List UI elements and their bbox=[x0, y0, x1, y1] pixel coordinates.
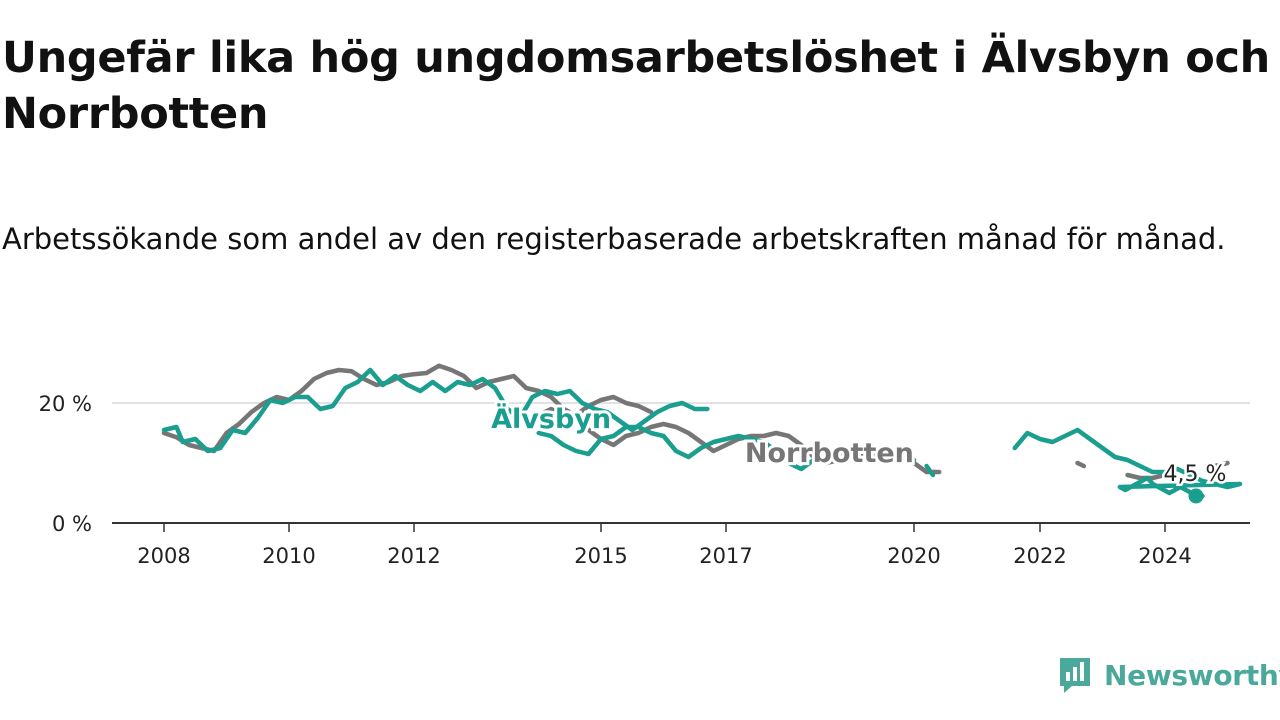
chart-subtitle: Arbetssökande som andel av den registerb… bbox=[2, 222, 1226, 256]
series-line-norrbotten bbox=[1212, 460, 1230, 469]
newsworthy-logo-icon bbox=[1060, 658, 1090, 693]
end-value-label: 4,5 % bbox=[1164, 462, 1227, 487]
x-tick-label: 2008 bbox=[137, 544, 190, 568]
series-line-norrbotten bbox=[161, 363, 654, 454]
end-point-marker bbox=[1188, 488, 1204, 504]
x-tick-label: 2020 bbox=[887, 544, 940, 568]
series-line-älvsbyn bbox=[1012, 427, 1243, 499]
series-label-norrbotten: Norrbotten bbox=[745, 438, 914, 469]
y-tick-label: 0 % bbox=[52, 512, 92, 536]
x-tick-label: 2012 bbox=[387, 544, 440, 568]
series-labels: Norrbotten Älvsbyn 4,5 % bbox=[488, 400, 1229, 504]
x-axis: 2008 2010 2012 2015 2017 2020 2022 2024 bbox=[112, 522, 1250, 568]
series-lines bbox=[161, 363, 1243, 499]
line-chart: 0 % 20 % 2008 2010 2012 2015 2017 2020 2022 2024… bbox=[39, 363, 1250, 568]
brand-name: Newsworthy bbox=[1104, 658, 1280, 692]
y-tick-label: 20 % bbox=[39, 392, 92, 416]
series-label-älvsbyn: Älvsbyn bbox=[491, 403, 611, 435]
x-tick-label: 2022 bbox=[1013, 544, 1066, 568]
y-axis-tick-labels: 0 % 20 % bbox=[39, 392, 92, 536]
x-tick-label: 2015 bbox=[574, 544, 627, 568]
series-line-norrbotten bbox=[1075, 460, 1087, 469]
chart-title: Ungefär lika hög ungdomsarbetslöshet i Ä… bbox=[2, 33, 1270, 139]
x-tick-label: 2024 bbox=[1138, 544, 1191, 568]
series-line-älvsbyn bbox=[924, 463, 936, 478]
series-line-älvsbyn bbox=[536, 424, 917, 472]
brand-logo[interactable]: Newsworthy bbox=[1058, 654, 1280, 696]
series-line-älvsbyn bbox=[161, 367, 710, 454]
x-tick-label: 2017 bbox=[699, 544, 752, 568]
x-tick-label: 2010 bbox=[262, 544, 315, 568]
